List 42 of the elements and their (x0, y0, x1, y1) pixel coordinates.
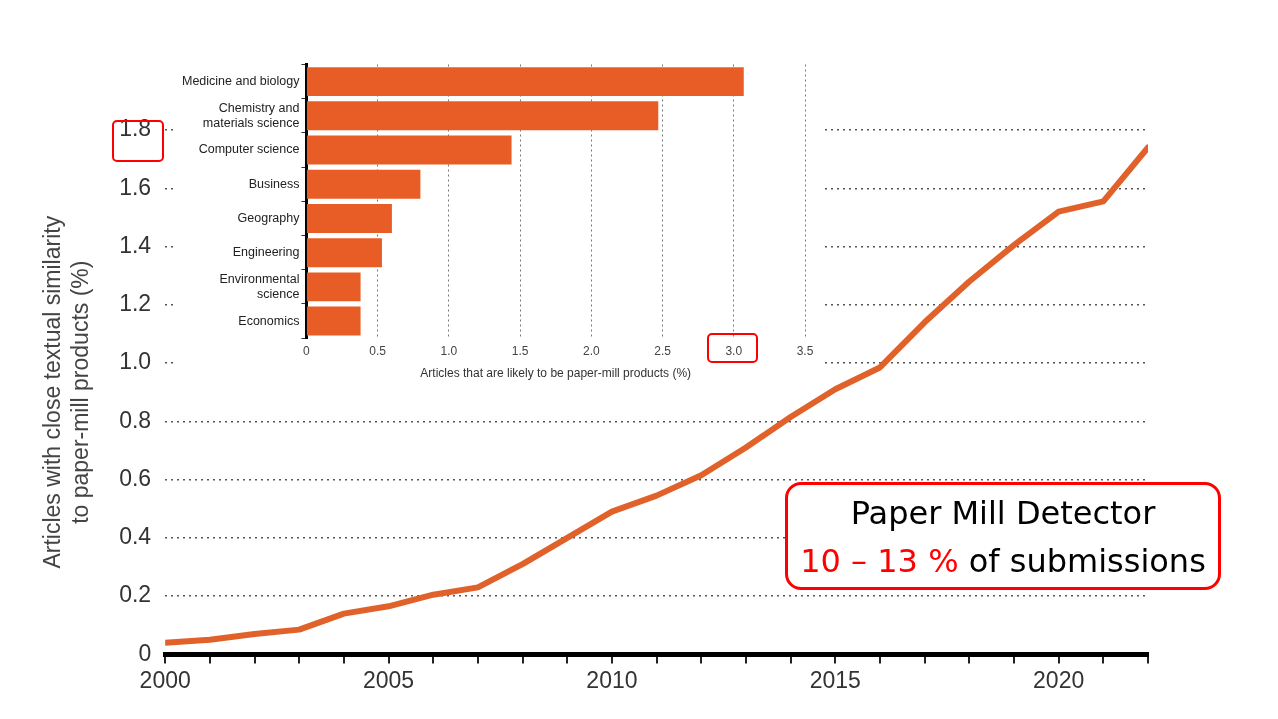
annotation: of submissions (968, 542, 1206, 580)
x-tick-label: 2.5 (654, 343, 672, 358)
y-tick-label: 0.4 (119, 523, 152, 550)
x-tick-label: 0.5 (369, 343, 387, 358)
y-tick-label: Geography (237, 210, 301, 225)
x-tick-label: 2005 (362, 666, 415, 693)
y-tick-label: 0 (138, 639, 152, 666)
bar (306, 306, 361, 336)
bar (306, 238, 382, 268)
y-axis-title: Articles with close textual similarity to paper-mill products (%) (39, 215, 93, 569)
x-tick-label: 2.0 (582, 343, 600, 358)
x-tick-label: 2015 (809, 666, 861, 693)
bar (306, 101, 659, 131)
y-tick-label: Environmental science (219, 271, 300, 301)
x-tick-label: 3.5 (796, 343, 814, 358)
x-tick-label: 2000 (139, 666, 191, 693)
y-tick-label: Computer science (198, 142, 300, 157)
y-tick-label: Medicine and biology (181, 74, 301, 89)
y-tick-label: 0.8 (119, 406, 152, 433)
annotation: Paper Mill Detector (850, 494, 1156, 532)
y-tick-label: Engineering (232, 245, 300, 260)
x-axis-title: Articles that are likely to be paper-mill products (%) (420, 366, 692, 381)
x-tick-label: 3.0 (725, 343, 743, 358)
bar (306, 169, 421, 199)
bar (306, 67, 744, 97)
x-tick-label: 2010 (586, 666, 638, 693)
bar (306, 203, 392, 233)
y-tick-label: 0.2 (119, 581, 152, 608)
x-tick-label: 1.0 (440, 343, 458, 358)
x-tick-label: 1.5 (511, 343, 529, 358)
annotation: 10 – 13 % (800, 542, 959, 580)
y-tick-label: Business (248, 176, 300, 191)
y-tick-label: 1.4 (119, 231, 152, 258)
y-tick-label: 1.6 (119, 173, 152, 200)
y-tick-label: 0.6 (119, 464, 152, 491)
y-tick-label: Chemistry and materials science (202, 100, 300, 130)
bar (306, 135, 512, 165)
y-tick-label: Economics (238, 313, 300, 328)
x-tick-label: 0 (303, 343, 311, 358)
y-tick-label: 1.2 (119, 290, 152, 317)
x-tick-label: 2020 (1033, 666, 1085, 693)
bar (306, 272, 361, 302)
